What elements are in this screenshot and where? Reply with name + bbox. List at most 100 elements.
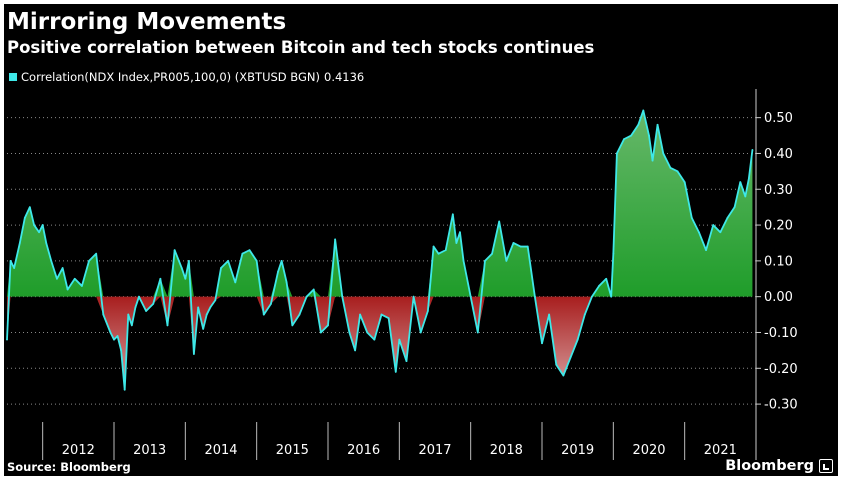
legend-swatch — [9, 73, 17, 81]
chart-frame: Mirroring Movements Positive correlation… — [4, 4, 838, 476]
x-tick-label: 2018 — [490, 443, 523, 458]
data-point — [285, 281, 288, 284]
data-point — [130, 324, 133, 327]
data-point — [305, 295, 308, 298]
data-point — [209, 306, 212, 309]
data-point — [605, 277, 608, 280]
data-point — [419, 331, 422, 334]
x-tick-label: 2014 — [204, 443, 237, 458]
data-point — [462, 259, 465, 262]
data-point — [373, 338, 376, 341]
data-point — [359, 313, 361, 316]
data-point — [184, 277, 187, 280]
data-point — [192, 353, 195, 355]
data-point — [33, 224, 36, 226]
data-point — [642, 109, 645, 112]
data-point — [6, 338, 8, 341]
y-tick-label: 0.40 — [764, 147, 793, 162]
data-point — [152, 302, 155, 305]
data-point — [18, 242, 21, 244]
data-point — [683, 181, 686, 183]
data-point — [455, 242, 458, 244]
data-point — [348, 331, 351, 334]
data-point — [73, 277, 76, 280]
data-point — [648, 134, 650, 137]
data-point — [610, 295, 613, 298]
data-point — [38, 231, 40, 234]
positive-area — [7, 110, 753, 297]
x-tick-label: 2019 — [561, 443, 594, 458]
data-point — [437, 252, 440, 255]
data-point — [432, 245, 435, 248]
data-point — [548, 313, 551, 316]
data-point — [88, 259, 90, 262]
data-point — [173, 249, 176, 252]
data-point — [180, 267, 183, 269]
data-point — [23, 217, 26, 219]
data-point — [255, 259, 258, 262]
data-point — [291, 324, 294, 327]
data-point — [319, 331, 322, 334]
data-point — [747, 177, 750, 180]
data-point — [656, 123, 659, 126]
x-tick-label: 2020 — [632, 443, 665, 458]
data-point — [744, 195, 747, 198]
data-point — [398, 338, 401, 341]
y-tick-label: 0.50 — [764, 111, 793, 126]
data-point — [712, 224, 715, 226]
data-point — [138, 295, 140, 298]
data-point — [739, 181, 742, 183]
y-tick-label: 0.20 — [764, 219, 793, 234]
data-point — [227, 259, 230, 262]
y-tick-label: -0.10 — [764, 326, 798, 341]
data-point — [166, 324, 169, 327]
data-point — [380, 313, 383, 316]
data-point — [188, 259, 190, 262]
x-tick-label: 2017 — [418, 443, 451, 458]
y-tick-label: 0.10 — [764, 254, 793, 269]
data-point — [334, 238, 337, 241]
data-point — [733, 206, 736, 209]
data-point — [220, 267, 222, 269]
y-tick-label: -0.20 — [764, 362, 798, 377]
data-point — [612, 252, 615, 255]
y-tick-label: 0.30 — [764, 183, 793, 198]
data-point — [81, 285, 83, 287]
legend-last-value: 0.4136 — [324, 70, 365, 84]
source-note: Source: Bloomberg — [7, 460, 131, 474]
data-point — [214, 299, 217, 302]
data-point — [426, 310, 429, 312]
data-point — [95, 252, 98, 255]
data-point — [327, 324, 329, 327]
data-point — [113, 338, 115, 341]
data-point — [123, 388, 126, 391]
data-point — [387, 317, 390, 320]
data-point — [662, 152, 665, 155]
data-point — [555, 363, 558, 366]
data-point — [444, 249, 447, 252]
chart-subtitle: Positive correlation between Bitcoin and… — [7, 38, 595, 57]
data-point — [234, 281, 237, 284]
data-point — [134, 306, 137, 309]
x-tick-label: 2015 — [276, 443, 309, 458]
data-point — [512, 242, 515, 244]
data-point — [562, 374, 565, 377]
data-point — [576, 338, 579, 341]
data-point — [394, 370, 397, 373]
data-point — [541, 342, 543, 345]
data-point — [583, 313, 586, 316]
data-point — [616, 152, 618, 155]
data-point — [469, 295, 472, 298]
data-point — [50, 259, 53, 262]
chart-plot: 0.50 0.40 0.30 0.20 0.10 0.00 -0.10 -0.20 -0.30 2… — [6, 89, 798, 460]
data-point — [28, 206, 31, 209]
data-point — [505, 259, 508, 262]
x-tick-label: 2021 — [704, 443, 737, 458]
x-tick-label: 2016 — [347, 443, 380, 458]
chart-title: Mirroring Movements — [7, 9, 287, 35]
data-point — [341, 295, 344, 298]
data-point — [669, 166, 672, 169]
data-point — [726, 217, 729, 219]
data-point — [751, 148, 754, 151]
chart-legend: Correlation(NDX Index,PR005,100,0) (XBTU… — [9, 70, 364, 84]
